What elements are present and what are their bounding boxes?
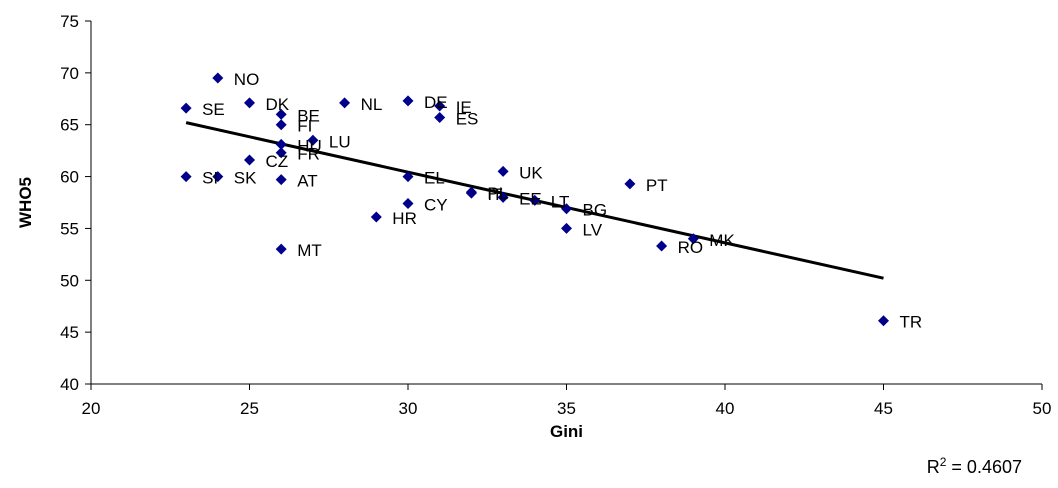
r-squared-value: = 0.4607: [951, 457, 1022, 477]
y-tick-label: 40: [60, 375, 79, 394]
x-tick-label: 50: [1033, 399, 1052, 418]
data-point: [624, 178, 636, 190]
point-label: LU: [329, 132, 351, 151]
y-tick-label: 50: [60, 271, 79, 290]
y-tick-label: 65: [60, 116, 79, 135]
data-point: [339, 97, 351, 109]
point-label: AT: [297, 172, 317, 191]
data-point: [180, 171, 192, 183]
point-label: MT: [297, 241, 322, 260]
data-point: [244, 97, 255, 109]
y-tick-label: 75: [60, 12, 79, 31]
data-point: [434, 111, 446, 123]
point-label: TR: [900, 313, 923, 332]
point-label: NO: [234, 70, 259, 89]
data-point: [307, 134, 319, 146]
data-point: [402, 198, 414, 210]
point-label: SK: [234, 169, 257, 188]
point-label: EE: [519, 189, 542, 208]
point-label: PL: [487, 184, 508, 203]
data-point: [434, 100, 446, 112]
point-label: IE: [456, 98, 472, 117]
point-label: CY: [424, 196, 448, 215]
data-point: [244, 154, 255, 166]
data-point: [656, 240, 668, 252]
point-label: DE: [424, 93, 448, 112]
point-label: BE: [297, 106, 320, 125]
point-label: ES: [456, 109, 479, 128]
data-point: [370, 211, 382, 223]
x-axis-title: Gini: [550, 422, 583, 441]
data-point: [275, 243, 287, 255]
points-group: [180, 72, 889, 327]
point-label: NL: [361, 95, 383, 114]
y-tick-label: 70: [60, 64, 79, 83]
y-axis-title: WHO5: [16, 177, 35, 228]
data-point: [212, 171, 224, 183]
point-label: PT: [646, 176, 668, 195]
point-label: CZ: [266, 152, 289, 171]
x-tick-label: 40: [716, 399, 735, 418]
point-label: IT: [487, 185, 502, 204]
point-label: SE: [202, 100, 225, 119]
data-point: [497, 165, 509, 177]
data-point: [212, 72, 224, 84]
axes: 40 45 50 55 60 65 70 75 20 25 30 35 40 45 50: [60, 12, 1051, 418]
data-point: [275, 108, 287, 120]
point-label: UK: [519, 163, 543, 182]
x-tick-label: 20: [82, 399, 101, 418]
data-point: [275, 147, 287, 159]
data-point: [687, 233, 699, 245]
point-label: SI: [202, 169, 218, 188]
point-label: LT: [551, 192, 570, 211]
data-point: [878, 315, 889, 327]
y-tick-label: 55: [60, 219, 79, 238]
data-point: [275, 138, 287, 150]
point-label: FR: [297, 145, 320, 164]
x-tick-label: 30: [399, 399, 418, 418]
data-point: [275, 174, 287, 186]
data-point: [275, 119, 287, 131]
data-point: [465, 187, 477, 199]
r-squared-superscript: 2: [939, 455, 947, 469]
point-label: FI: [297, 117, 312, 136]
x-tick-label: 25: [240, 399, 259, 418]
point-label: LV: [583, 220, 603, 239]
point-label: RO: [678, 238, 704, 257]
y-tick-label: 60: [60, 168, 79, 187]
data-point: [561, 203, 572, 215]
point-label: HU: [297, 136, 322, 155]
point-label: DK: [266, 95, 290, 114]
x-tick-label: 35: [557, 399, 576, 418]
point-label: EL: [424, 169, 445, 188]
data-point: [497, 191, 509, 203]
r-squared-symbol: R: [926, 457, 940, 477]
data-point: [402, 171, 414, 183]
x-tick-label: 45: [874, 399, 893, 418]
point-label: BG: [583, 201, 608, 220]
data-point: [529, 194, 541, 206]
data-point: [402, 95, 414, 107]
data-point: [180, 102, 192, 114]
data-point: [561, 222, 572, 234]
y-tick-label: 45: [60, 323, 79, 342]
r-squared-label: R2 = 0.4607: [927, 455, 1022, 478]
point-label: HR: [392, 209, 417, 228]
point-label: MK: [709, 231, 735, 250]
